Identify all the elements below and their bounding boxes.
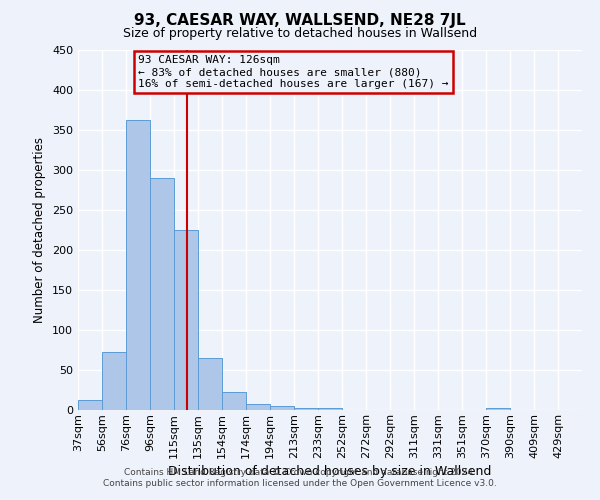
Bar	[246, 404, 270, 410]
Bar	[294, 408, 318, 410]
Bar	[198, 358, 222, 410]
Text: Size of property relative to detached houses in Wallsend: Size of property relative to detached ho…	[123, 28, 477, 40]
X-axis label: Distribution of detached houses by size in Wallsend: Distribution of detached houses by size …	[169, 465, 491, 478]
Bar	[486, 408, 510, 410]
Bar	[150, 178, 174, 410]
Text: 93, CAESAR WAY, WALLSEND, NE28 7JL: 93, CAESAR WAY, WALLSEND, NE28 7JL	[134, 12, 466, 28]
Bar	[318, 408, 342, 410]
Bar	[222, 392, 246, 410]
Bar	[270, 406, 294, 410]
Text: Contains HM Land Registry data © Crown copyright and database right 2024.
Contai: Contains HM Land Registry data © Crown c…	[103, 468, 497, 487]
Text: 93 CAESAR WAY: 126sqm
← 83% of detached houses are smaller (880)
16% of semi-det: 93 CAESAR WAY: 126sqm ← 83% of detached …	[139, 56, 449, 88]
Bar	[126, 120, 150, 410]
Y-axis label: Number of detached properties: Number of detached properties	[34, 137, 46, 323]
Bar	[102, 352, 126, 410]
Bar	[78, 400, 102, 410]
Bar	[174, 230, 198, 410]
